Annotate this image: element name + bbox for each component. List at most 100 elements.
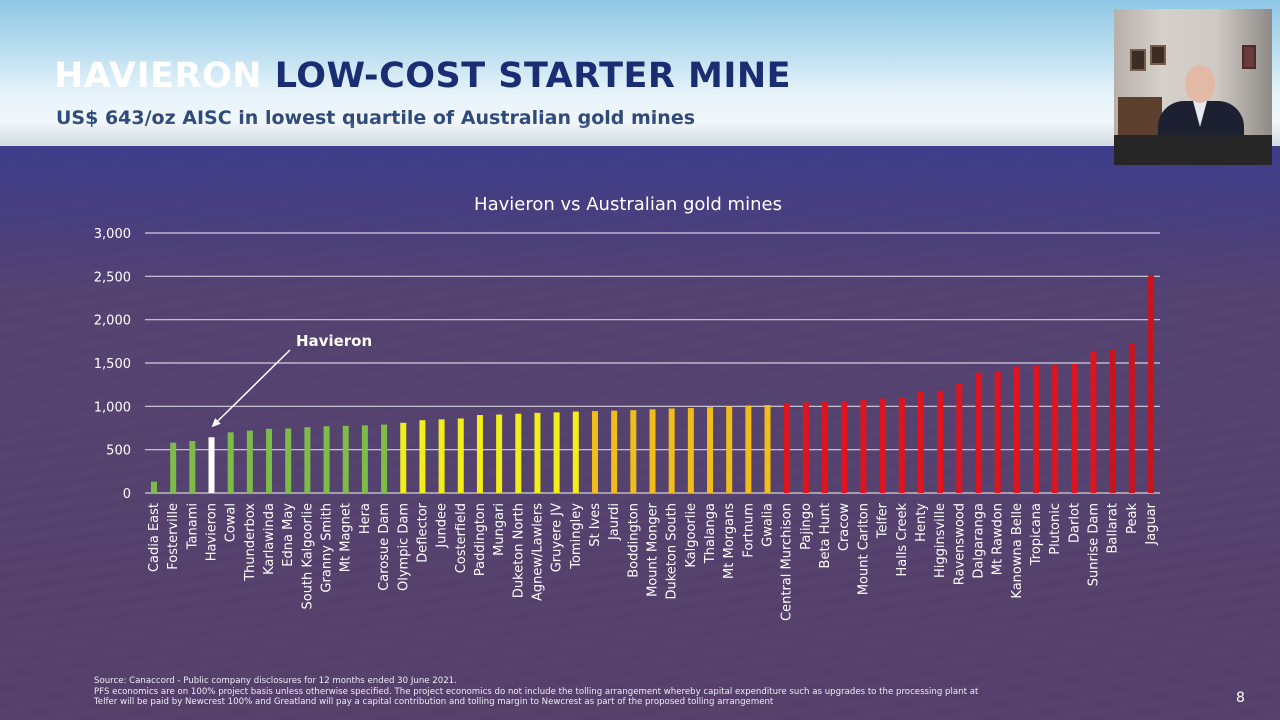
bar xyxy=(898,397,905,493)
bar xyxy=(457,418,464,493)
bar xyxy=(400,422,407,493)
bar xyxy=(476,415,483,493)
bar xyxy=(361,425,368,493)
y-tick-label: 1,000 xyxy=(94,400,131,415)
x-tick-label: Tomingley xyxy=(569,503,584,570)
bar xyxy=(687,408,694,493)
x-tick-label: Plutonic xyxy=(1048,503,1063,555)
x-tick-label: Carosue Dam xyxy=(377,503,392,591)
slide-header: HAVIERON LOW-COST STARTER MINE US$ 643/o… xyxy=(0,0,1280,146)
x-tick-label: Ravenswood xyxy=(952,503,967,585)
annotation-label: Havieron xyxy=(296,332,372,350)
bar xyxy=(227,432,234,493)
bar xyxy=(266,428,273,493)
x-tick-label: Hera xyxy=(358,503,373,534)
x-tick-label: Henty xyxy=(914,503,929,542)
bar xyxy=(553,412,560,493)
x-tick-label: Halls Creek xyxy=(895,503,910,577)
x-tick-label: Paddington xyxy=(473,503,488,576)
bar xyxy=(822,402,829,493)
bar xyxy=(438,419,445,493)
bar xyxy=(534,412,541,493)
x-tick-label: Fosterville xyxy=(166,503,181,570)
bar xyxy=(879,398,886,493)
source-line-3: Telfer will be paid by Newcrest 100% and… xyxy=(94,697,774,707)
x-tick-label: Kalgoorlie xyxy=(684,503,699,568)
y-tick-label: 3,000 xyxy=(94,227,131,242)
x-tick-label: Sunrise Dam xyxy=(1086,503,1101,586)
x-tick-label: Thunderbox xyxy=(243,503,258,582)
bar xyxy=(630,410,637,493)
source-line-2: PFS economics are on 100% project basis … xyxy=(94,686,979,697)
x-tick-label: Thalanga xyxy=(703,503,718,564)
page-number: 8 xyxy=(1236,690,1245,706)
bar xyxy=(1013,366,1020,493)
x-tick-label: Kanowna Belle xyxy=(1010,503,1025,599)
x-tick-label: Mt Morgans xyxy=(722,503,737,579)
bar xyxy=(1109,350,1116,493)
x-tick-label: Deflector xyxy=(415,502,430,562)
x-tick-label: Peak xyxy=(1125,503,1140,534)
bar xyxy=(342,425,349,493)
y-tick-label: 2,500 xyxy=(94,270,131,285)
bar xyxy=(170,442,177,493)
x-tick-label: Mount Monger xyxy=(646,502,661,597)
x-tick-label: Gruyere JV xyxy=(550,503,565,572)
bar xyxy=(285,428,292,493)
bar xyxy=(1071,363,1078,493)
bar xyxy=(783,402,790,493)
x-tick-label: Cracow xyxy=(837,503,852,551)
bar xyxy=(572,411,579,493)
bar xyxy=(956,383,963,493)
bar xyxy=(937,390,944,493)
x-tick-label: Higginsville xyxy=(933,503,948,578)
bar xyxy=(802,402,809,493)
bar xyxy=(649,409,656,493)
x-tick-label: Cowal xyxy=(224,503,239,542)
x-tick-label: Darlot xyxy=(1067,503,1082,543)
x-tick-label: Jaguar xyxy=(1144,502,1159,545)
bar xyxy=(381,424,388,493)
x-tick-label: Granny Smith xyxy=(320,503,335,593)
bar xyxy=(841,401,848,493)
x-tick-label: Central Murchison xyxy=(780,503,795,621)
chart-title: Havieron vs Australian gold mines xyxy=(474,194,782,215)
x-tick-label: Telfer xyxy=(876,502,891,539)
havieron-annotation: Havieron xyxy=(211,332,372,428)
x-tick-label: Tropicana xyxy=(1029,503,1044,566)
x-tick-label: Mount Carlton xyxy=(856,503,871,595)
annotation-arrow-line xyxy=(213,349,291,425)
y-tick-label: 2,000 xyxy=(94,314,131,329)
title-highlight: HAVIERON xyxy=(54,56,263,96)
bar xyxy=(764,405,771,493)
x-tick-label: Gwalia xyxy=(761,503,776,547)
bar xyxy=(151,481,157,493)
x-tick-label: Duketon North xyxy=(511,503,526,598)
x-tick-label: Mungari xyxy=(492,503,507,556)
x-tick-label: Duketon South xyxy=(665,503,680,600)
x-tick-label: Edna May xyxy=(281,503,296,567)
x-tick-label: Fortnum xyxy=(741,503,756,558)
bar xyxy=(1128,343,1135,493)
bar xyxy=(189,441,196,493)
x-tick-label: St Ives xyxy=(588,503,603,547)
y-tick-label: 1,500 xyxy=(94,357,131,372)
x-tick-label: Beta Hunt xyxy=(818,503,833,568)
y-tick-label: 0 xyxy=(123,487,131,502)
bar xyxy=(994,371,1001,493)
y-axis-ticks: 0 500 1,000 1,500 2,000 2,500 3,000 xyxy=(94,227,131,502)
bar xyxy=(917,391,924,493)
y-tick-label: 500 xyxy=(106,444,131,459)
x-tick-label: Boddington xyxy=(626,503,641,578)
source-note: Source: Canaccord - Public company discl… xyxy=(94,676,1174,708)
bar xyxy=(611,410,618,493)
x-tick-label: Tanami xyxy=(185,503,200,550)
source-line-1: Source: Canaccord - Public company discl… xyxy=(94,676,457,686)
x-tick-label: Karlawinda xyxy=(262,503,277,575)
bar xyxy=(323,426,330,493)
bar xyxy=(860,399,867,493)
x-tick-label: Jundee xyxy=(435,503,450,549)
bar xyxy=(1090,350,1097,493)
bar xyxy=(304,427,311,493)
title-rest: LOW-COST STARTER MINE xyxy=(274,56,792,96)
